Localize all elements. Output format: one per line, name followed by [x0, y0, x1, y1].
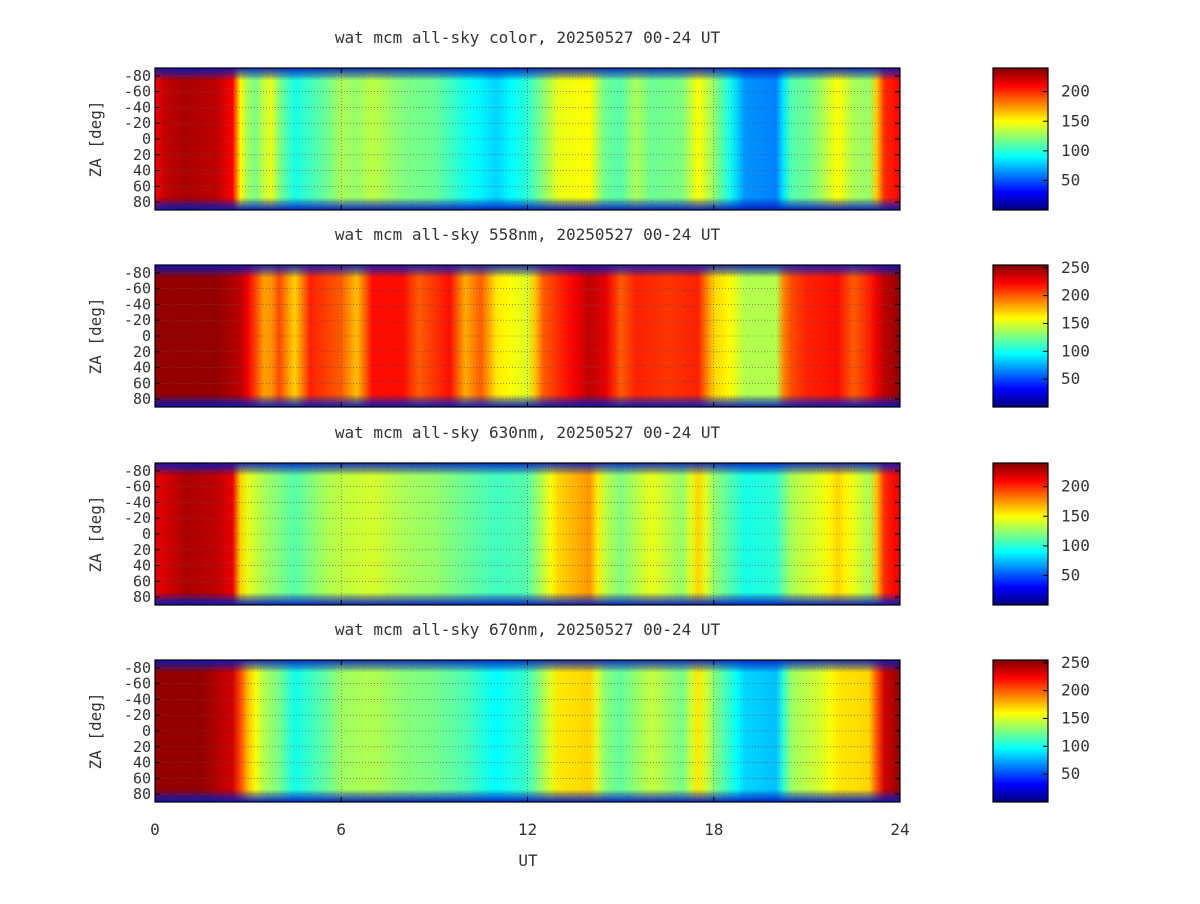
colorbar-tick-label: 50	[1061, 764, 1080, 783]
y-tick-label: -60	[124, 280, 151, 298]
y-tick-label: -20	[124, 706, 151, 724]
y-tick-label: 80	[133, 785, 151, 803]
y-tick-label: -40	[124, 98, 151, 116]
y-tick-label: -40	[124, 690, 151, 708]
y-tick-label: -80	[124, 67, 151, 85]
colorbar-tick-label: 200	[1061, 477, 1090, 496]
y-tick-label: -80	[124, 264, 151, 282]
y-tick-label: 60	[133, 769, 151, 787]
colorbar-tick-label: 50	[1061, 369, 1080, 388]
colorbar-frame	[992, 264, 1049, 408]
y-tick-label: 40	[133, 557, 151, 575]
y-tick-label: 40	[133, 359, 151, 377]
y-tick-label: -80	[124, 462, 151, 480]
colorbar-tick-label: 50	[1061, 170, 1080, 189]
y-tick-label: -60	[124, 83, 151, 101]
colorbar-tick-label: 200	[1061, 82, 1090, 101]
panel-title: wat mcm all-sky 558nm, 20250527 00-24 UT	[335, 225, 721, 244]
colorbar-tick-label: 100	[1061, 141, 1090, 160]
panel-2: wat mcm all-sky 558nm, 20250527 00-24 UT…	[86, 225, 1090, 408]
y-tick-label: 40	[133, 162, 151, 180]
colorbar-frame	[992, 462, 1049, 606]
colorbar-scale	[993, 660, 1048, 802]
x-tick-label: 0	[150, 820, 160, 839]
panel-title: wat mcm all-sky color, 20250527 00-24 UT	[335, 28, 721, 47]
colorbar-frame	[992, 67, 1049, 211]
colorbar: 50 100 150 200	[992, 462, 1090, 606]
colorbar-frame	[992, 659, 1049, 803]
y-tick-label: -40	[124, 493, 151, 511]
colorbar-tick-label: 150	[1061, 708, 1090, 727]
y-tick-label: 80	[133, 588, 151, 606]
y-tick-label: 0	[142, 327, 151, 345]
x-axis-label: UT	[518, 851, 538, 870]
y-axis-label: ZA [deg]	[86, 495, 105, 572]
colorbar-tick-label: 100	[1061, 736, 1090, 755]
panel-3: wat mcm all-sky 630nm, 20250527 00-24 UT…	[86, 423, 1090, 606]
y-axis-label: ZA [deg]	[86, 692, 105, 769]
y-tick-label: 0	[142, 130, 151, 148]
colorbar-tick-label: 150	[1061, 313, 1090, 332]
y-tick-label: 80	[133, 390, 151, 408]
panel-title: wat mcm all-sky 670nm, 20250527 00-24 UT	[335, 620, 721, 639]
y-tick-label: 60	[133, 374, 151, 392]
x-tick-label: 18	[704, 820, 723, 839]
colorbar: 50 100 150 200	[992, 67, 1090, 211]
y-tick-label: 60	[133, 572, 151, 590]
y-tick-label: -80	[124, 659, 151, 677]
y-tick-label: 20	[133, 738, 151, 756]
y-axis-label: ZA [deg]	[86, 100, 105, 177]
colorbar-tick-label: 100	[1061, 536, 1090, 555]
y-tick-label: -60	[124, 478, 151, 496]
colorbar-tick-label: 100	[1061, 341, 1090, 360]
y-tick-label: 80	[133, 193, 151, 211]
colorbar: 50 100 150 200 250	[992, 653, 1090, 803]
colorbar-scale	[993, 265, 1048, 407]
x-tick-label: 24	[890, 820, 909, 839]
panel-1: wat mcm all-sky color, 20250527 00-24 UT…	[86, 28, 1090, 211]
y-tick-label: -20	[124, 509, 151, 527]
colorbar-tick-label: 50	[1061, 565, 1080, 584]
colorbar-tick-label: 150	[1061, 506, 1090, 525]
colorbar-tick-label: 250	[1061, 258, 1090, 277]
y-tick-label: 60	[133, 177, 151, 195]
colorbar-scale	[993, 463, 1048, 605]
x-tick-label: 12	[518, 820, 537, 839]
panels: wat mcm all-sky color, 20250527 00-24 UT…	[86, 28, 1090, 839]
colorbar-tick-label: 150	[1061, 111, 1090, 130]
y-tick-label: 20	[133, 146, 151, 164]
y-tick-label: -60	[124, 675, 151, 693]
colorbar: 50 100 150 200 250	[992, 258, 1090, 408]
panel-title: wat mcm all-sky 630nm, 20250527 00-24 UT	[335, 423, 721, 442]
colorbar-scale	[993, 68, 1048, 210]
y-tick-label: 20	[133, 343, 151, 361]
colorbar-tick-label: 250	[1061, 653, 1090, 672]
colorbar-tick-label: 200	[1061, 681, 1090, 700]
y-tick-label: 0	[142, 722, 151, 740]
y-tick-label: -20	[124, 311, 151, 329]
y-tick-label: -40	[124, 295, 151, 313]
y-axis-label: ZA [deg]	[86, 297, 105, 374]
y-tick-label: -20	[124, 114, 151, 132]
y-tick-label: 40	[133, 754, 151, 772]
panel-4: wat mcm all-sky 670nm, 20250527 00-24 UT…	[86, 620, 1090, 803]
x-tick-label: 6	[336, 820, 346, 839]
colorbar-tick-label: 200	[1061, 286, 1090, 305]
y-tick-label: 20	[133, 541, 151, 559]
y-tick-label: 0	[142, 525, 151, 543]
